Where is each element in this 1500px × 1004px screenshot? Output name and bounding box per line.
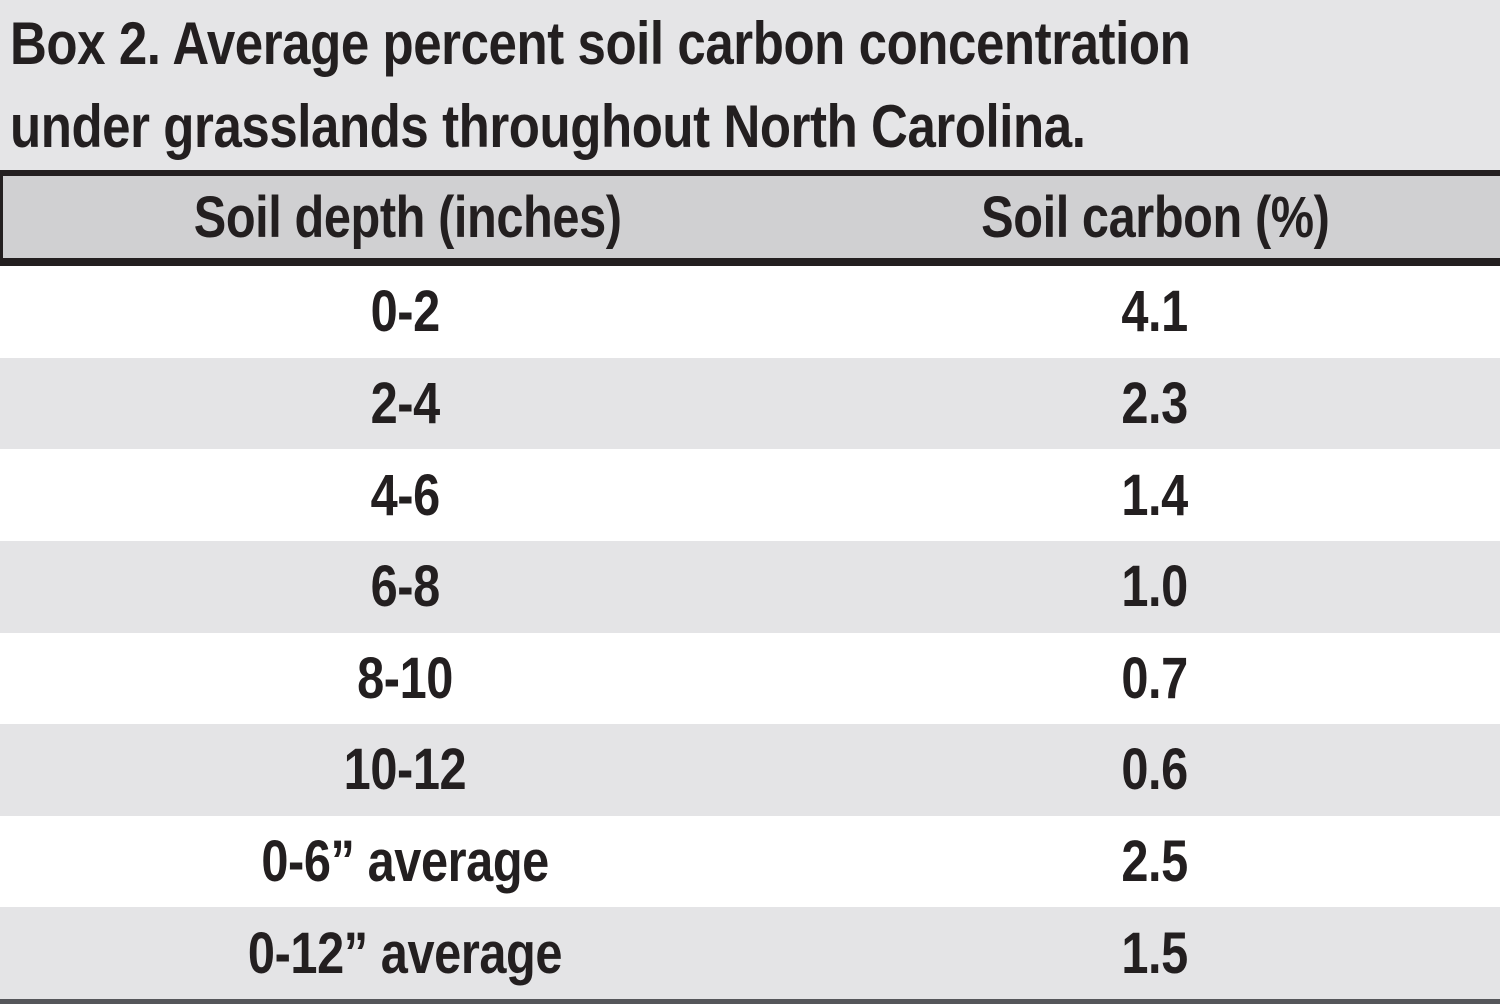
table-row: 0-2 4.1 xyxy=(0,266,1500,358)
table-row: 2-4 2.3 xyxy=(0,357,1500,450)
depth-cell: 0-12” average xyxy=(247,920,563,986)
depth-cell: 8-10 xyxy=(357,645,453,711)
carbon-cell: 0.6 xyxy=(1121,737,1189,803)
table-body: 0-2 4.1 2-4 2.3 4-6 1.4 6-8 1.0 8-10 0.7… xyxy=(0,266,1500,999)
figure-title-line-2: under grasslands throughout North Caroli… xyxy=(10,93,1086,160)
carbon-cell: 0.7 xyxy=(1121,645,1189,711)
carbon-cell: 1.4 xyxy=(1121,462,1189,528)
depth-cell: 2-4 xyxy=(370,370,440,436)
column-header-soil-carbon: Soil carbon (%) xyxy=(811,184,1500,251)
figure-bottom-rule xyxy=(0,999,1500,1004)
title-header-divider xyxy=(0,170,1500,176)
carbon-cell: 2.5 xyxy=(1121,829,1189,895)
table-row: 0-12” average 1.5 xyxy=(0,907,1500,999)
carbon-cell: 1.0 xyxy=(1121,554,1189,620)
column-header-soil-carbon-label: Soil carbon (%) xyxy=(981,184,1331,250)
carbon-cell: 4.1 xyxy=(1121,279,1189,345)
carbon-cell: 1.5 xyxy=(1121,920,1189,986)
table-row: 0-6” average 2.5 xyxy=(0,815,1500,908)
depth-cell: 0-6” average xyxy=(261,829,549,895)
table-row: 6-8 1.0 xyxy=(0,540,1500,633)
table-header-row: Soil depth (inches) Soil carbon (%) xyxy=(0,176,1500,258)
figure-title: Box 2. Average percent soil carbon conce… xyxy=(0,0,1500,170)
depth-cell: 0-2 xyxy=(370,279,440,345)
depth-cell: 6-8 xyxy=(370,554,440,620)
depth-cell: 10-12 xyxy=(343,737,467,803)
depth-cell: 4-6 xyxy=(370,462,440,528)
carbon-cell: 2.3 xyxy=(1121,370,1189,436)
table-row: 10-12 0.6 xyxy=(0,724,1500,816)
header-body-divider xyxy=(0,258,1500,266)
table-row: 8-10 0.7 xyxy=(0,632,1500,725)
column-header-soil-depth-label: Soil depth (inches) xyxy=(193,184,622,250)
table-row: 4-6 1.4 xyxy=(0,449,1500,541)
column-header-soil-depth: Soil depth (inches) xyxy=(3,184,811,251)
figure-title-line-1: Box 2. Average percent soil carbon conce… xyxy=(10,10,1191,77)
